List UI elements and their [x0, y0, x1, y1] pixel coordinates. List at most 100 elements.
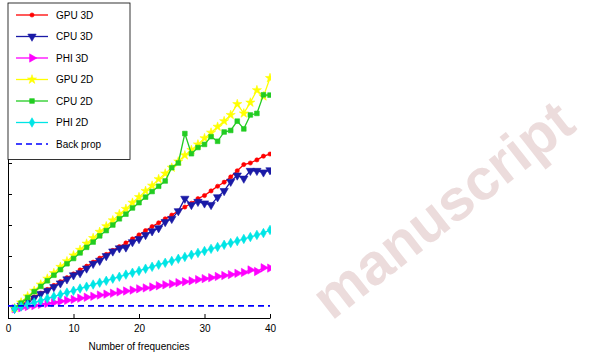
series-marker	[187, 202, 195, 209]
x-tick-mark	[139, 314, 140, 318]
series-marker	[261, 154, 265, 158]
x-tick-label: 30	[199, 323, 211, 334]
series-marker	[65, 296, 72, 304]
x-tick-mark	[205, 314, 206, 318]
legend-label: PHI 3D	[56, 53, 88, 64]
legend-entry: PHI 3D	[16, 53, 88, 64]
series-marker	[71, 295, 78, 303]
series-marker	[169, 165, 174, 170]
series-marker	[242, 162, 246, 166]
series-marker	[189, 277, 196, 285]
series-marker	[63, 277, 71, 284]
series-marker	[241, 234, 246, 243]
legend-entry: GPU 2D	[16, 74, 93, 85]
series-marker	[128, 240, 136, 247]
y-tick	[8, 318, 12, 319]
series-marker	[267, 225, 271, 234]
series-marker	[156, 184, 161, 189]
x-tick-mark	[270, 314, 271, 318]
series-marker	[64, 288, 69, 297]
series-marker	[141, 233, 149, 240]
series-marker	[202, 274, 209, 282]
series-marker	[222, 180, 226, 184]
x-tick-label: 20	[134, 323, 146, 334]
series-marker	[149, 262, 154, 271]
series-marker	[261, 92, 266, 97]
series-marker	[221, 240, 226, 249]
series-marker	[137, 285, 144, 293]
series-marker	[183, 205, 187, 209]
y-tick	[8, 256, 12, 257]
series-marker	[194, 199, 202, 206]
series-marker	[115, 246, 123, 253]
y-tick-mark	[8, 256, 12, 257]
series-marker	[163, 179, 168, 184]
series-marker	[215, 272, 222, 280]
x-axis-line	[9, 318, 271, 319]
series-marker	[208, 244, 213, 253]
series-marker	[161, 219, 169, 226]
legend-label: GPU 2D	[56, 74, 93, 85]
series-marker	[71, 256, 76, 261]
series-marker	[143, 284, 150, 292]
series-marker	[130, 268, 135, 277]
y-tick-mark	[8, 225, 12, 226]
legend-entry: CPU 2D	[16, 96, 93, 107]
series-marker	[163, 281, 170, 289]
y-tick	[8, 287, 12, 288]
series-marker	[215, 242, 220, 251]
series-marker	[109, 249, 117, 256]
series-marker	[78, 251, 83, 256]
series-marker	[209, 134, 214, 139]
series-marker	[202, 142, 207, 147]
series-marker	[90, 280, 95, 289]
series-marker	[222, 271, 229, 279]
series-marker	[195, 248, 200, 257]
legend-marker	[27, 75, 36, 84]
series-marker	[52, 273, 57, 278]
series-marker	[215, 184, 219, 188]
x-tick: 20	[134, 314, 146, 334]
series-marker	[239, 109, 248, 118]
series-marker	[255, 158, 259, 162]
series-marker	[265, 73, 271, 82]
series-marker	[110, 223, 115, 228]
series-marker	[110, 289, 117, 297]
series-line	[15, 154, 270, 309]
series-marker	[117, 272, 122, 281]
series-marker	[84, 282, 89, 291]
series-marker	[84, 293, 91, 301]
series-marker	[196, 145, 201, 150]
series-marker	[130, 286, 137, 294]
series-marker	[220, 116, 229, 125]
series-marker	[189, 250, 194, 259]
series-marker	[117, 288, 124, 296]
series-marker	[253, 168, 261, 175]
y-tick	[8, 225, 12, 226]
series-marker	[97, 291, 104, 299]
legend-marker	[30, 54, 37, 62]
series-marker	[167, 163, 176, 172]
series-marker	[148, 229, 156, 236]
series-marker	[268, 93, 271, 98]
series-marker	[141, 186, 150, 195]
series-marker	[25, 295, 30, 300]
series	[12, 225, 271, 313]
series-marker	[38, 296, 43, 305]
legend-marker	[29, 118, 34, 127]
series-marker	[162, 258, 167, 267]
series-marker	[124, 212, 129, 217]
x-tick-mark	[74, 314, 75, 318]
series-marker	[38, 284, 43, 289]
legend-box	[8, 3, 130, 160]
legend-entry: GPU 3D	[16, 10, 93, 21]
series-marker	[176, 254, 181, 263]
series-marker	[207, 202, 215, 209]
series-marker	[228, 270, 235, 278]
series-marker	[150, 189, 155, 194]
series-marker	[240, 176, 248, 183]
series-marker	[202, 246, 207, 255]
series-marker	[156, 282, 163, 290]
series-marker	[222, 130, 227, 135]
series-marker	[154, 226, 162, 233]
